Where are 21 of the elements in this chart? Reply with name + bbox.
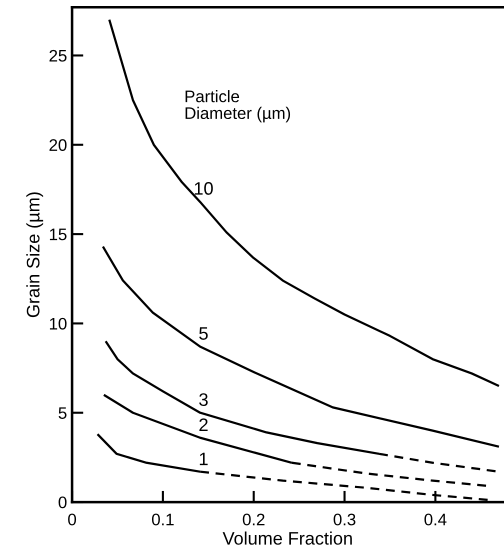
y-tick-label: 15: [50, 228, 67, 240]
line-series: [102, 246, 500, 448]
series-label: 2: [199, 418, 208, 432]
y-tick-label: 10: [50, 318, 67, 330]
series-label: 3: [199, 393, 208, 406]
y-axis-title: Grain Size (µm): [26, 192, 44, 318]
series-label: 10: [194, 182, 213, 195]
y-tick-label: 5: [58, 407, 67, 419]
y-tick-label: 25: [50, 50, 67, 62]
line-series: [108, 18, 500, 388]
x-tick-label: 0: [68, 514, 76, 526]
x-axis-title: Volume Fraction: [222, 531, 352, 545]
x-tick-label: 0.4: [424, 514, 446, 526]
x-tick-label: 0.1: [152, 514, 174, 526]
series-label: 5: [199, 327, 208, 340]
series-label: 1: [200, 452, 208, 466]
y-tick-label: 20: [50, 139, 67, 151]
x-tick-label: 0.2: [242, 514, 264, 526]
x-tick-label: 0.3: [334, 514, 356, 526]
annotation: Particle Diameter (µm): [186, 90, 290, 122]
y-tick-label: 0: [58, 496, 67, 508]
